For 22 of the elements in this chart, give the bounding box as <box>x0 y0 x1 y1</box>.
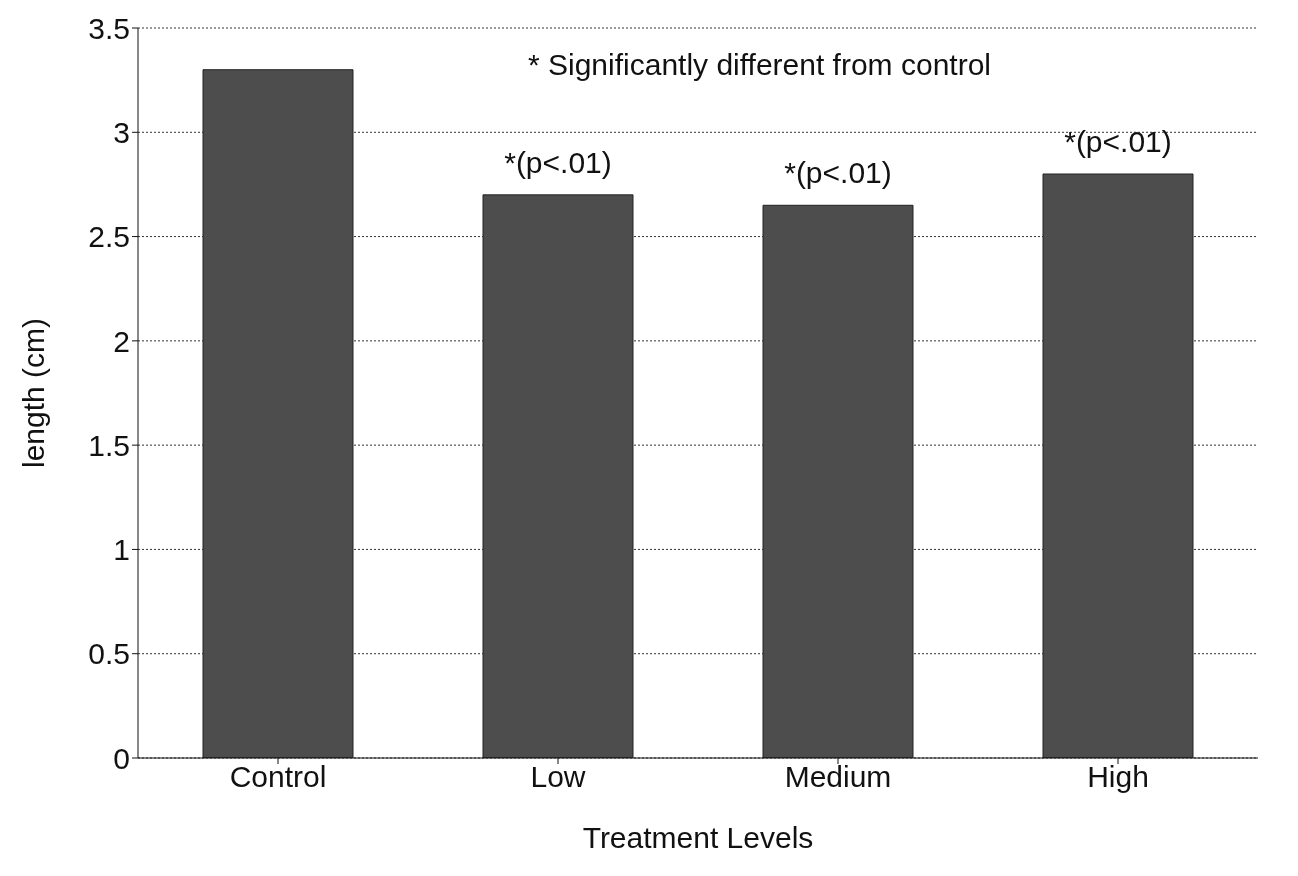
annotation: * Significantly different from control <box>528 48 991 82</box>
y-axis-title: length (cm) <box>16 317 50 469</box>
annotation: *(p<.01) <box>784 156 892 190</box>
x-tick-label: Low <box>530 760 586 794</box>
x-tick-label: Medium <box>784 760 892 794</box>
y-tick-label: 1.5 <box>88 428 130 462</box>
y-tick-label: 2 <box>113 324 130 358</box>
y-tick-label: 2.5 <box>88 220 130 254</box>
bar <box>762 204 914 758</box>
y-tick-label: 3.5 <box>88 11 130 45</box>
x-axis-title: Treatment Levels <box>582 821 814 854</box>
bar <box>1042 173 1194 758</box>
y-tick-label: 0 <box>113 741 130 775</box>
x-tick-label: High <box>1087 760 1149 794</box>
annotation: *(p<.01) <box>504 145 612 179</box>
annotation: *(p<.01) <box>1064 125 1172 158</box>
y-tick-label: 1 <box>113 533 130 567</box>
bar <box>202 69 354 758</box>
y-tick-label: 3 <box>113 115 130 149</box>
y-tick-label: 0.5 <box>88 637 130 671</box>
x-tick-label: Control <box>229 760 327 794</box>
bar <box>482 194 634 758</box>
